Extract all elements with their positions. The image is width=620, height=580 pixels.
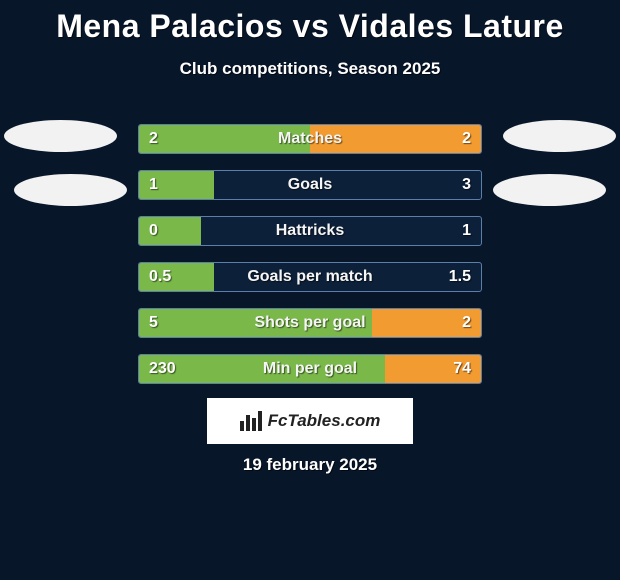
stat-label: Matches [139, 125, 481, 153]
page-title: Mena Palacios vs Vidales Lature [0, 0, 620, 45]
fctables-badge[interactable]: FcTables.com [207, 398, 413, 444]
stat-value-right: 74 [453, 355, 471, 383]
stat-label: Goals [139, 171, 481, 199]
stat-value-right: 3 [462, 171, 471, 199]
stat-value-right: 2 [462, 309, 471, 337]
date-text: 19 february 2025 [0, 455, 620, 475]
team-logo-placeholder [4, 120, 117, 152]
chart-icon [240, 411, 262, 431]
stat-label: Goals per match [139, 263, 481, 291]
stat-label: Hattricks [139, 217, 481, 245]
team-logo-placeholder [493, 174, 606, 206]
stats-container: 2Matches21Goals30Hattricks10.5Goals per … [138, 124, 482, 400]
stat-row: 0.5Goals per match1.5 [138, 262, 482, 292]
team-logo-placeholder [503, 120, 616, 152]
stat-row: 230Min per goal74 [138, 354, 482, 384]
stat-row: 1Goals3 [138, 170, 482, 200]
stat-label: Min per goal [139, 355, 481, 383]
team-logo-placeholder [14, 174, 127, 206]
stat-value-right: 1 [462, 217, 471, 245]
page-subtitle: Club competitions, Season 2025 [0, 59, 620, 79]
badge-text: FcTables.com [268, 411, 381, 431]
stat-row: 5Shots per goal2 [138, 308, 482, 338]
stat-label: Shots per goal [139, 309, 481, 337]
stat-row: 0Hattricks1 [138, 216, 482, 246]
stat-value-right: 1.5 [449, 263, 471, 291]
stat-value-right: 2 [462, 125, 471, 153]
stat-row: 2Matches2 [138, 124, 482, 154]
